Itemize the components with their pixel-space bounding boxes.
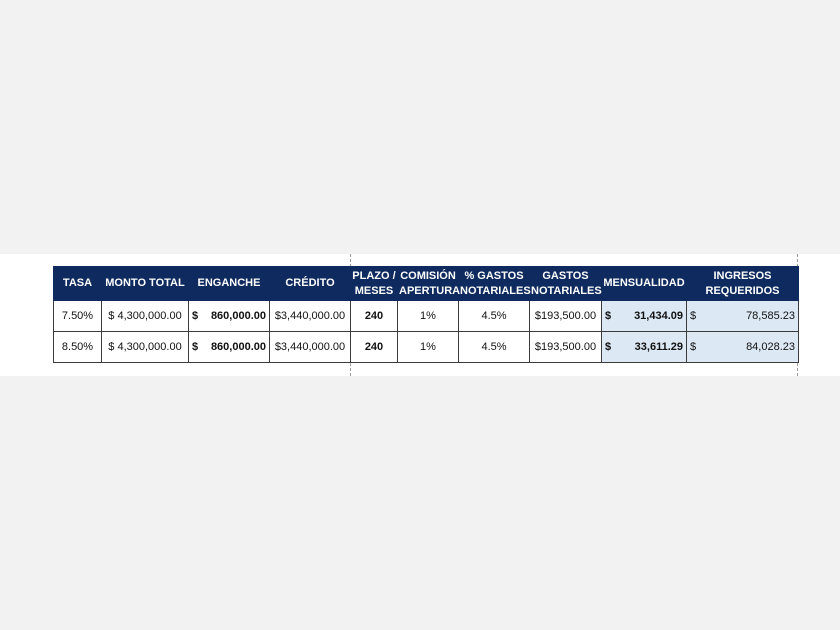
header-comision[interactable]: COMISIÓN APERTURA	[397, 266, 460, 301]
cell-enganche-value: 860,000.00	[210, 310, 266, 322]
cell-plazo[interactable]: 240	[350, 331, 398, 363]
cell-credito[interactable]: $3,440,000.00	[269, 331, 351, 363]
header-row: TASA MONTO TOTAL ENGANCHE CRÉDITO PLAZO …	[53, 266, 799, 301]
cell-ingresos-value: 78,585.23	[746, 310, 795, 322]
currency-symbol: $	[192, 341, 199, 353]
cell-comision[interactable]: 1%	[397, 331, 459, 363]
table-row: 8.50% $ 4,300,000.00 $ 860,000.00 $3,440…	[53, 331, 799, 363]
header-pct-gastos[interactable]: % GASTOS NOTARIALES	[458, 266, 531, 301]
mortgage-table: TASA MONTO TOTAL ENGANCHE CRÉDITO PLAZO …	[53, 266, 799, 363]
cell-plazo[interactable]: 240	[350, 300, 398, 332]
cell-mensualidad-value: 33,611.29	[634, 341, 683, 353]
header-ingresos[interactable]: INGRESOS REQUERIDOS	[686, 266, 799, 301]
cell-ingresos-value: 84,028.23	[746, 341, 795, 353]
cell-credito[interactable]: $3,440,000.00	[269, 300, 351, 332]
currency-symbol: $	[690, 341, 697, 353]
cell-comision[interactable]: 1%	[397, 300, 459, 332]
cell-pct-gastos[interactable]: 4.5%	[458, 331, 530, 363]
header-plazo[interactable]: PLAZO / MESES	[350, 266, 398, 301]
cell-gastos[interactable]: $193,500.00	[529, 331, 602, 363]
currency-symbol: $	[605, 341, 612, 353]
cell-enganche-value: 860,000.00	[210, 341, 266, 353]
header-gastos[interactable]: GASTOS NOTARIALES	[529, 266, 602, 301]
cell-enganche[interactable]: $ 860,000.00	[188, 331, 270, 363]
cell-mensualidad-value: 31,434.09	[634, 310, 683, 322]
cell-ingresos[interactable]: $ 78,585.23	[686, 300, 799, 332]
cell-monto-total[interactable]: $ 4,300,000.00	[101, 331, 189, 363]
cell-mensualidad[interactable]: $ 33,611.29	[601, 331, 687, 363]
cell-pct-gastos[interactable]: 4.5%	[458, 300, 530, 332]
header-credito[interactable]: CRÉDITO	[269, 266, 351, 301]
cell-gastos[interactable]: $193,500.00	[529, 300, 602, 332]
table-row: 7.50% $ 4,300,000.00 $ 860,000.00 $3,440…	[53, 300, 799, 332]
header-enganche[interactable]: ENGANCHE	[188, 266, 270, 301]
cell-ingresos[interactable]: $ 84,028.23	[686, 331, 799, 363]
header-mensualidad[interactable]: MENSUALIDAD	[601, 266, 687, 301]
currency-symbol: $	[605, 310, 612, 322]
header-tasa[interactable]: TASA	[53, 266, 102, 301]
currency-symbol: $	[192, 310, 199, 322]
cell-tasa[interactable]: 7.50%	[53, 300, 102, 332]
currency-symbol: $	[690, 310, 697, 322]
cell-monto-total[interactable]: $ 4,300,000.00	[101, 300, 189, 332]
cell-tasa[interactable]: 8.50%	[53, 331, 102, 363]
cell-mensualidad[interactable]: $ 31,434.09	[601, 300, 687, 332]
cell-enganche[interactable]: $ 860,000.00	[188, 300, 270, 332]
header-monto-total[interactable]: MONTO TOTAL	[101, 266, 189, 301]
